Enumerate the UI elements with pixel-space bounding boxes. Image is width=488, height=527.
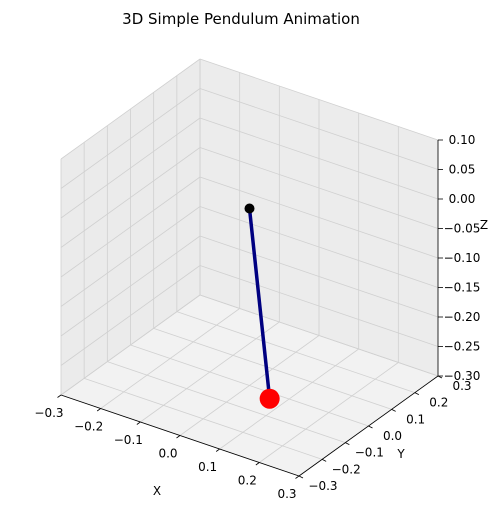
chart-title: 3D Simple Pendulum Animation — [122, 10, 360, 28]
grid-line-z-back — [199, 176, 439, 259]
z-tick-label: −0.15 — [444, 281, 481, 295]
x-tick-mark — [136, 421, 141, 425]
y-tick-mark — [391, 408, 396, 412]
axes-grid — [60, 58, 439, 477]
y-axis-label: Y — [396, 447, 405, 461]
z-tick-label: −0.30 — [444, 369, 481, 383]
grid-line-y-floor — [84, 377, 323, 460]
grid-line-z-back — [199, 235, 439, 318]
x-tick-label: 0.0 — [158, 447, 177, 461]
y-tick-label: −0.2 — [332, 462, 361, 476]
grid-line-z-back — [199, 265, 439, 347]
z-tick-label: −0.10 — [444, 251, 481, 265]
z-tick-label: 0.00 — [449, 192, 476, 206]
y-tick-label: 0.2 — [429, 396, 448, 410]
y-tick-mark — [414, 392, 420, 396]
x-axis-label: X — [153, 484, 161, 498]
x-tick-mark — [255, 462, 260, 466]
y-tick-label: −0.1 — [355, 446, 384, 460]
x-tick-label: −0.2 — [74, 420, 103, 434]
y-tick-label: 0.1 — [406, 412, 425, 426]
grid-line-z-back — [199, 117, 439, 200]
grid-line-z-left — [60, 147, 201, 248]
grid-line-y-floor — [130, 344, 369, 427]
grid-line-z-left — [60, 265, 201, 366]
y-tick-mark — [345, 442, 350, 446]
z-tick-label: −0.25 — [444, 340, 481, 354]
grid-line-z-back — [199, 206, 439, 288]
y-tick-mark — [321, 458, 327, 462]
x-tick-mark — [57, 394, 62, 398]
axes-ticks: −0.3−0.2−0.10.00.10.20.3−0.3−0.2−0.10.00… — [34, 133, 480, 501]
grid-line-z-left — [60, 235, 201, 337]
z-tick-label: 0.05 — [449, 163, 476, 177]
grid-line-z-left — [60, 176, 201, 278]
y-tick-label: 0.3 — [452, 379, 471, 393]
x-tick-mark — [176, 435, 181, 439]
x-tick-label: −0.3 — [34, 406, 63, 420]
x-tick-mark — [96, 408, 101, 412]
grid-line-y-floor — [176, 311, 415, 394]
x-tick-label: 0.3 — [277, 487, 296, 501]
x-tick-label: 0.1 — [198, 460, 217, 474]
grid-line-z-back — [199, 58, 439, 141]
z-tick-label: 0.10 — [449, 133, 476, 147]
x-tick-mark — [295, 475, 300, 479]
pivot-point — [244, 203, 255, 214]
y-tick-label: 0.0 — [383, 429, 402, 443]
z-tick-label: −0.05 — [444, 222, 481, 236]
grid-line-z-left — [60, 206, 201, 307]
x-tick-label: 0.2 — [238, 474, 257, 488]
grid-line-y-floor — [153, 327, 392, 410]
grid-line-y-floor — [107, 361, 346, 444]
grid-line-z-left — [60, 294, 201, 396]
x-tick-mark — [215, 448, 220, 452]
grid-line-z-left — [60, 58, 201, 160]
data-marks — [244, 203, 280, 409]
grid-line-z-left — [60, 117, 201, 219]
grid-line-z-back — [199, 88, 439, 170]
grid-line-z-back — [199, 147, 439, 229]
z-axis-label: Z — [480, 218, 488, 232]
grid-line-z-back — [199, 294, 439, 377]
x-tick-label: −0.1 — [114, 433, 143, 447]
axes-panes — [61, 59, 438, 476]
grid-line-z-left — [60, 88, 201, 189]
y-tick-mark — [368, 425, 373, 429]
y-tick-label: −0.3 — [308, 479, 337, 493]
y-tick-mark — [298, 475, 304, 479]
pendulum-rod — [247, 206, 272, 401]
pendulum-bob — [259, 388, 280, 409]
z-tick-label: −0.20 — [444, 310, 481, 324]
